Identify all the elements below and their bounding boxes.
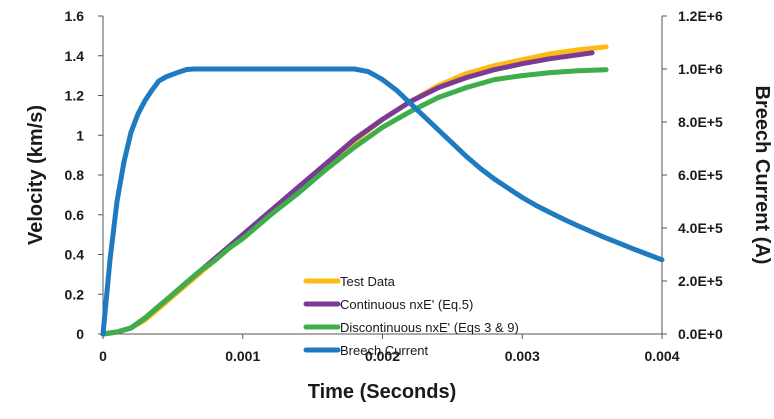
x-tick-label: 0.004 (644, 348, 679, 364)
y-left-tick-label: 1.2 (65, 88, 85, 104)
y-left-tick-label: 0 (76, 326, 84, 342)
y-left-tick-label: 0.2 (65, 286, 85, 302)
y-left-axis-title: Velocity (km/s) (25, 105, 47, 245)
y-left-tick-label: 0.4 (65, 247, 85, 263)
y-right-tick-label: 0.0E+0 (678, 326, 723, 342)
y-left-tick-label: 1.6 (65, 8, 85, 24)
x-tick-label: 0 (99, 348, 107, 364)
y-right-tick-label: 6.0E+5 (678, 167, 723, 183)
axes-layer: 0 0.001 0.002 0.003 0.004 0 0.2 0.4 0.6 0.8 1 1.2 1.… (65, 8, 723, 364)
series-line-discontinuous-nxe-eqs-3-9 (100, 67, 609, 337)
y-left-tick-label: 1 (76, 127, 84, 143)
y-left-tick-label: 0.8 (65, 167, 85, 183)
y-right-axis-title: Breech Current (A) (751, 86, 773, 265)
series-line-breech-current (100, 66, 665, 337)
y-right-tick-label: 2.0E+5 (678, 273, 723, 289)
legend-label: Test Data (340, 274, 396, 289)
legend: Test Data Continuous nxE' (Eq.5) Discontin… (303, 274, 519, 358)
y-right-tick-label: 1.2E+6 (678, 8, 723, 24)
x-tick-label: 0.002 (365, 348, 400, 364)
legend-label: Discontinuous nxE' (Eqs 3 & 9) (340, 320, 519, 335)
y-left-tick-label: 0.6 (65, 207, 85, 223)
y-right-tick-label: 4.0E+5 (678, 220, 723, 236)
legend-label: Continuous nxE' (Eq.5) (340, 297, 473, 312)
y-right-tick-label: 8.0E+5 (678, 114, 723, 130)
y-right-tick-label: 1.0E+6 (678, 61, 723, 77)
x-tick-label: 0.001 (225, 348, 260, 364)
x-axis-title: Time (Seconds) (308, 381, 457, 403)
y-left-tick-label: 1.4 (65, 48, 85, 64)
series-layer (100, 44, 665, 337)
legend-label: Breech Current (340, 343, 429, 358)
x-tick-label: 0.003 (505, 348, 540, 364)
